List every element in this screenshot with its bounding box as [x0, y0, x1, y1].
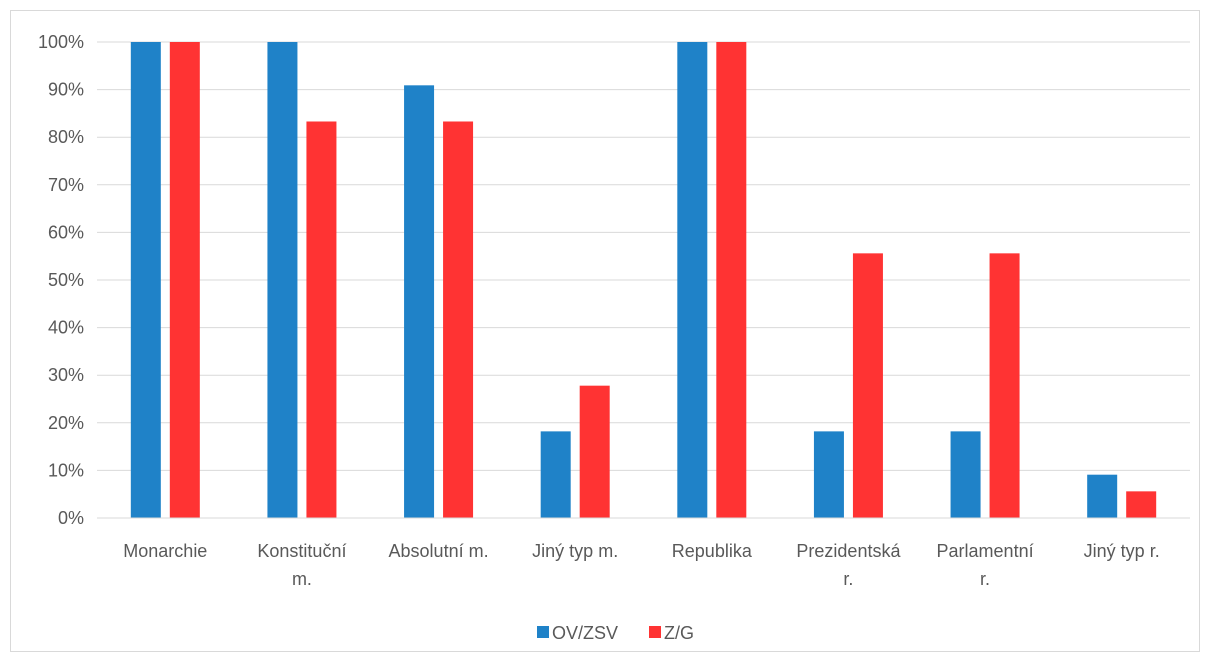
- bar-z-g: [169, 42, 200, 518]
- bar-ov-zsv: [677, 42, 708, 518]
- bar-ov-zsv: [267, 42, 298, 518]
- x-category-label: r.: [843, 569, 853, 589]
- y-tick-label: 70%: [48, 175, 84, 195]
- bar-ov-zsv: [950, 431, 981, 518]
- y-tick-label: 50%: [48, 270, 84, 290]
- bars: [130, 42, 1157, 518]
- y-tick-label: 40%: [48, 318, 84, 338]
- legend-swatch: [649, 626, 661, 638]
- x-category-label: Konstituční: [257, 541, 346, 561]
- bar-ov-zsv: [130, 42, 161, 518]
- bar-ov-zsv: [540, 431, 571, 518]
- x-category-label: Jiný typ r.: [1084, 541, 1160, 561]
- x-category-label: Prezidentská: [796, 541, 901, 561]
- bar-z-g: [306, 121, 337, 518]
- bar-z-g: [443, 121, 474, 518]
- y-tick-label: 30%: [48, 365, 84, 385]
- bar-ov-zsv: [813, 431, 844, 518]
- y-tick-label: 80%: [48, 127, 84, 147]
- x-category-label: Absolutní m.: [389, 541, 489, 561]
- y-tick-label: 10%: [48, 460, 84, 480]
- gridlines: [97, 41, 1190, 471]
- legend: OV/ZSV Z/G: [537, 623, 694, 643]
- y-tick-label: 20%: [48, 413, 84, 433]
- bar-z-g: [852, 253, 883, 518]
- x-category-label: r.: [980, 569, 990, 589]
- bar-z-g: [989, 253, 1020, 518]
- x-category-label: Monarchie: [123, 541, 207, 561]
- y-tick-label: 90%: [48, 80, 84, 100]
- y-tick-label: 100%: [38, 32, 84, 52]
- y-tick-label: 0%: [58, 508, 84, 528]
- legend-label: Z/G: [664, 623, 694, 643]
- bar-z-g: [579, 385, 610, 518]
- x-category-label: Parlamentní: [937, 541, 1034, 561]
- legend-label: OV/ZSV: [552, 623, 618, 643]
- bar-ov-zsv: [404, 85, 435, 518]
- legend-swatch: [537, 626, 549, 638]
- x-category-label: Jiný typ m.: [532, 541, 618, 561]
- y-tick-label: 60%: [48, 222, 84, 242]
- x-category-label: m.: [292, 569, 312, 589]
- x-category-label: Republika: [672, 541, 753, 561]
- x-axis-category-labels: Monarchie Konstituční m. Absolutní m. Jiný t…: [123, 541, 1159, 589]
- bar-z-g: [716, 42, 747, 518]
- bar-z-g: [1126, 491, 1157, 518]
- y-axis-tick-labels: 0% 10% 20% 30% 40% 50% 60% 70% 80% 90% 100%: [38, 32, 84, 528]
- bar-ov-zsv: [1087, 474, 1118, 518]
